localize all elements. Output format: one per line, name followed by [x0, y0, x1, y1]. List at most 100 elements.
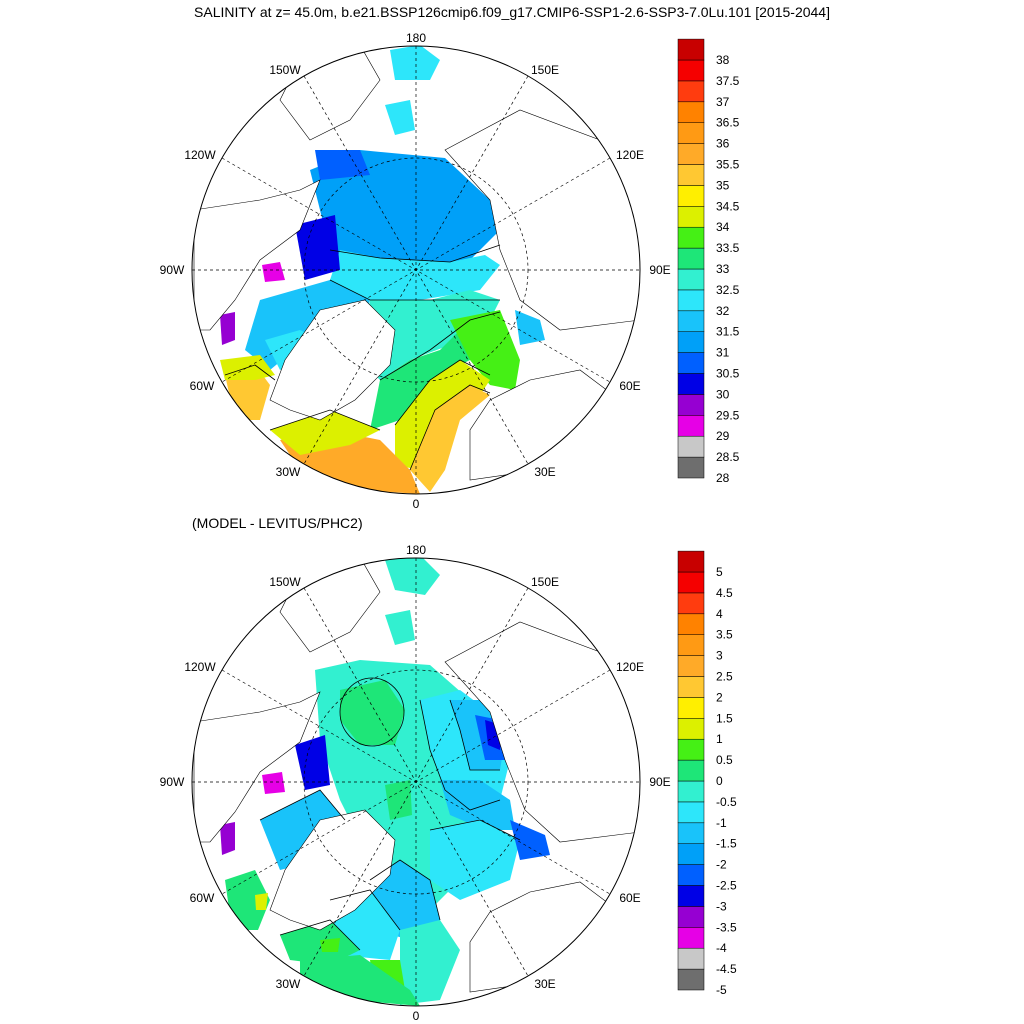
lon-label-30e: 30E — [534, 465, 555, 479]
salinity-colorbar-box — [677, 435, 705, 458]
difference-colorbar-label: 1 — [716, 732, 723, 746]
field-diff-siberian — [510, 820, 550, 860]
contour-line — [329, 279, 500, 301]
difference-colorbar-box — [677, 927, 705, 949]
difference-colorbar-label: -4.5 — [716, 962, 737, 976]
difference-colorbar-label: 4 — [716, 607, 723, 621]
field-diff-beaufort — [340, 680, 405, 745]
map-border — [191, 557, 641, 1007]
contour-line — [379, 311, 501, 381]
salinity-colorbar-box — [677, 456, 705, 479]
difference-colorbar-label: -2 — [716, 858, 727, 872]
land-alaska — [279, 46, 381, 141]
field-diff-kara — [440, 780, 515, 830]
difference-field — [193, 558, 640, 1006]
lon-label-90w: 90W — [160, 263, 185, 277]
lon-label-90w: 90W — [160, 775, 185, 789]
field-diff-labrador-pos — [255, 893, 268, 910]
field-diff-norwegian — [400, 920, 460, 1005]
salinity-colorbar-label: 28 — [716, 471, 730, 485]
salinity-graticule — [192, 46, 640, 494]
salinity-colorbar-label: 30 — [716, 387, 730, 401]
lon-label-0: 0 — [413, 1009, 420, 1023]
difference-colorbar-label: -2.5 — [716, 879, 737, 893]
difference-colorbar-box — [677, 947, 705, 970]
lon-label-60e: 60E — [619, 379, 640, 393]
land-greenland — [269, 299, 396, 421]
field-diff-archipelago — [262, 772, 285, 794]
land-diff-north-america — [193, 691, 321, 843]
lon-label-60w: 60W — [190, 379, 215, 393]
salinity-colorbar-box — [677, 206, 705, 228]
difference-colorbar-box — [677, 571, 705, 594]
difference-colorbar-box — [677, 697, 705, 719]
contour-line — [279, 919, 361, 951]
difference-colorbar-label: -5 — [716, 983, 727, 997]
difference-colorbar: -5 -4.5 -4 -3.5 -3 -2.5 -2 -1.5 -1 -0.5 0 0.5 1 1.5 2 2… — [677, 550, 737, 997]
salinity-colorbar-box — [677, 59, 705, 82]
difference-colorbar-label: 2.5 — [716, 670, 733, 684]
salinity-colorbar-label: 30.5 — [716, 367, 740, 381]
salinity-colorbar-box — [677, 226, 705, 249]
field-diff-nares — [295, 735, 330, 790]
difference-colorbar-box — [677, 634, 705, 656]
difference-colorbar-label: -3.5 — [716, 920, 737, 934]
salinity-colorbar-box — [677, 38, 705, 61]
difference-colorbar-box — [677, 780, 705, 803]
difference-colorbar-label: -3 — [716, 899, 727, 913]
salinity-colorbar-label: 37.5 — [716, 74, 740, 88]
difference-colorbar-label: 2 — [716, 690, 723, 704]
salinity-colorbar-box — [677, 247, 705, 270]
salinity-map: 180 150E 120E 90E 60E 30E 0 30W 60W 90W … — [160, 31, 671, 511]
difference-colorbar-box — [677, 592, 705, 615]
difference-graticule — [192, 558, 640, 1006]
lon-label-120e: 120E — [616, 660, 644, 674]
salinity-colorbar-label: 32.5 — [716, 283, 740, 297]
lon-label-120w: 120W — [184, 660, 216, 674]
contour-line — [269, 409, 381, 431]
difference-colorbar-label: -1.5 — [716, 837, 737, 851]
salinity-colorbar-box — [677, 80, 705, 103]
salinity-colorbar-box — [677, 352, 705, 374]
field-diff-iceland — [280, 920, 360, 965]
salinity-colorbar-label: 28.5 — [716, 450, 740, 464]
salinity-colorbar-box — [677, 373, 705, 395]
map-border — [191, 45, 641, 495]
difference-colorbar-box — [677, 822, 705, 844]
field-chukchi — [385, 100, 415, 135]
main-title: SALINITY at z= 45.0m, b.e21.BSSP126cmip6… — [194, 4, 830, 20]
salinity-colorbar-box — [677, 394, 705, 416]
lon-label-60e: 60E — [619, 891, 640, 905]
salinity-contours — [224, 244, 501, 471]
lon-label-150w: 150W — [269, 575, 301, 589]
salinity-colorbar-label: 35.5 — [716, 158, 740, 172]
field-diff-barents — [430, 820, 520, 900]
land-diff-scandinavia — [469, 881, 621, 993]
field-central-arctic — [310, 150, 500, 275]
contour-line — [394, 359, 491, 426]
salinity-colorbar-label: 31 — [716, 346, 730, 360]
salinity-colorbar-box — [677, 310, 705, 332]
lon-label-150w: 150W — [269, 63, 301, 77]
salinity-colorbar-label: 33 — [716, 262, 730, 276]
contour-line — [329, 889, 401, 931]
lon-label-150e: 150E — [531, 575, 559, 589]
field-norwegian — [410, 385, 490, 492]
salinity-colorbar-label: 38 — [716, 53, 730, 67]
lon-label-30w: 30W — [276, 977, 301, 991]
salinity-colorbar-box — [677, 289, 705, 312]
meridian-line — [221, 157, 611, 383]
salinity-field — [193, 46, 640, 494]
difference-colorbar-box — [677, 906, 705, 928]
field-bering — [390, 46, 440, 80]
salinity-colorbar-label: 29.5 — [716, 408, 740, 422]
difference-map: 180 150E 120E 90E 60E 30E 0 30W 60W 90W … — [160, 543, 671, 1023]
lon-label-180: 180 — [406, 31, 426, 45]
salinity-colorbar-box — [677, 415, 705, 437]
difference-colorbar-box — [677, 613, 705, 635]
difference-colorbar-label: 4.5 — [716, 586, 733, 600]
field-diff-pole — [385, 780, 412, 820]
difference-colorbar-box — [677, 864, 705, 886]
field-diff-hudson — [220, 822, 235, 855]
contour-line — [224, 364, 276, 381]
